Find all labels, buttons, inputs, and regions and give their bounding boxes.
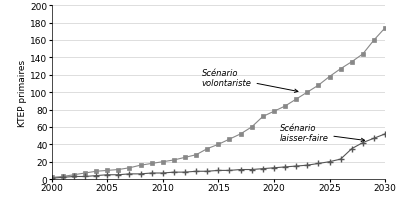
Text: Scénario
volontariste: Scénario volontariste xyxy=(202,68,298,93)
Text: Scénario
laisser-faire: Scénario laisser-faire xyxy=(279,123,364,142)
Y-axis label: KTEP primaires: KTEP primaires xyxy=(18,59,27,126)
